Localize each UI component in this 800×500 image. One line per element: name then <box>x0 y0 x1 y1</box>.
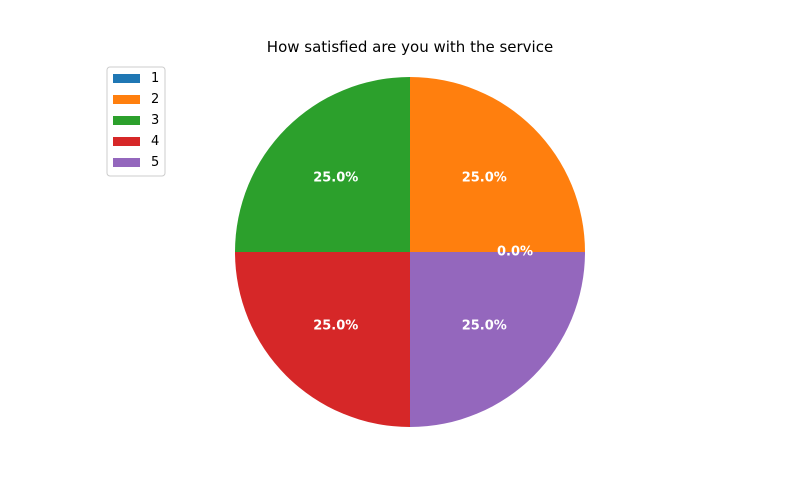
pie-slice-3 <box>235 77 410 252</box>
legend-label-1: 1 <box>151 71 159 86</box>
percent-labels: 0.0% 25.0% 25.0% 25.0% 25.0% <box>313 170 533 333</box>
legend-swatch-4 <box>113 137 140 146</box>
percent-label-2: 25.0% <box>462 170 507 185</box>
percent-label-3: 25.0% <box>313 170 358 185</box>
legend-label-4: 4 <box>151 134 159 149</box>
legend-swatch-3 <box>113 116 140 125</box>
legend: 1 2 3 4 5 <box>106 66 166 177</box>
pie-slice-2 <box>410 77 585 252</box>
legend-label-2: 2 <box>151 92 159 107</box>
pie-slice-5 <box>410 252 585 427</box>
legend-swatch-1 <box>113 74 140 83</box>
percent-label-1: 0.0% <box>497 245 533 260</box>
legend-label-5: 5 <box>151 155 159 170</box>
pie-slice-4 <box>235 252 410 427</box>
legend-label-3: 3 <box>151 113 159 128</box>
percent-label-4: 25.0% <box>313 319 358 334</box>
chart-title: How satisfied are you with the service <box>267 38 553 56</box>
percent-label-5: 25.0% <box>462 319 507 334</box>
legend-swatch-2 <box>113 95 140 104</box>
legend-swatch-5 <box>113 158 140 167</box>
pie-slices <box>235 77 585 427</box>
